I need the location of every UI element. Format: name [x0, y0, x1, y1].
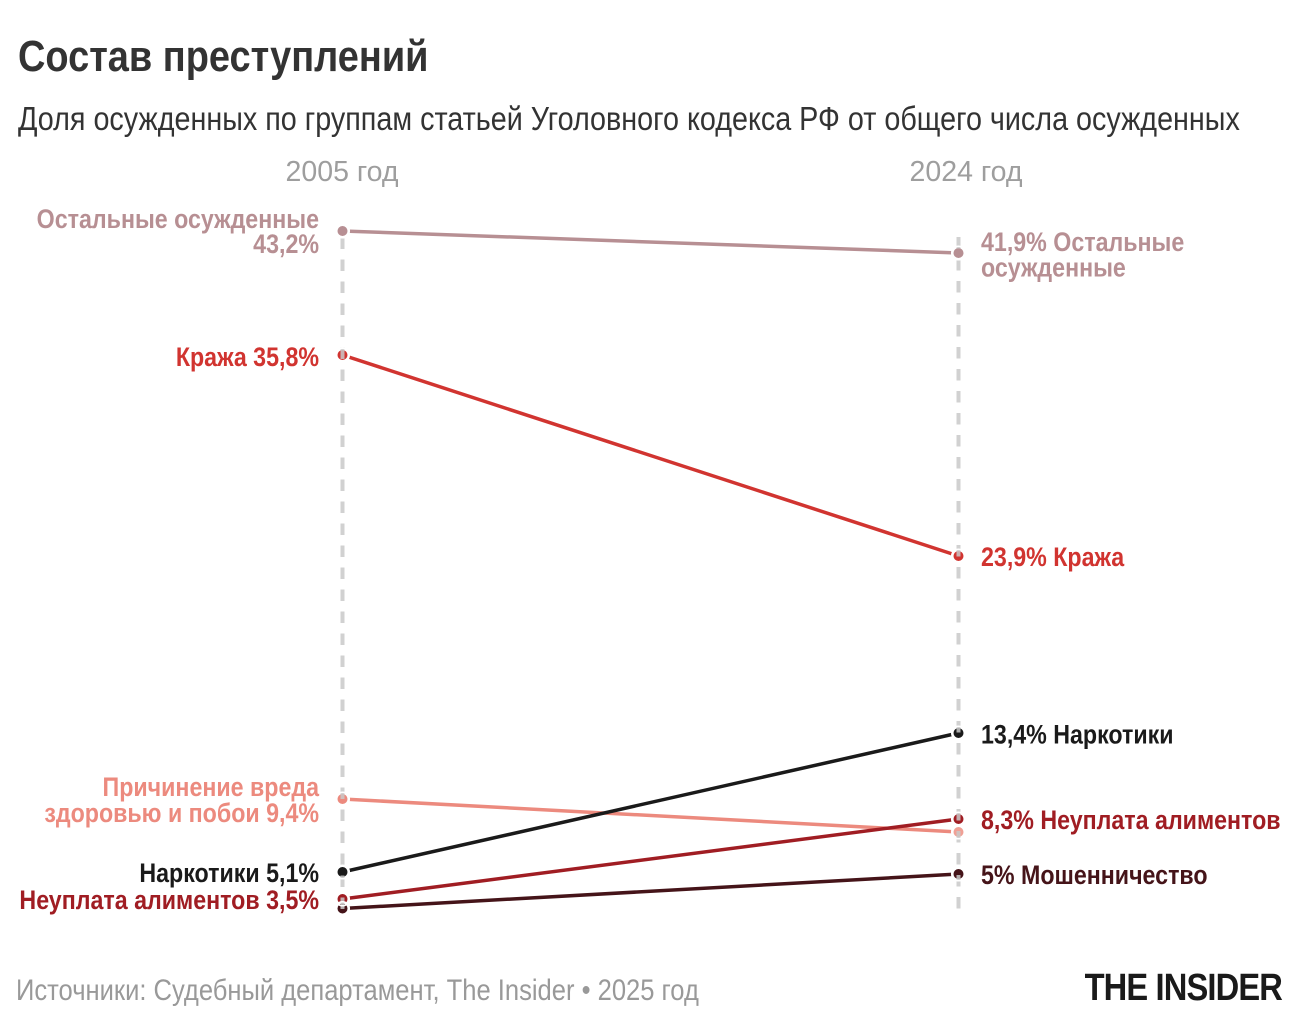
svg-text:Источники: Судебный департамен: Источники: Судебный департамент, The Ins… — [16, 973, 699, 1006]
svg-text:Остальные осужденные: Остальные осужденные — [37, 204, 319, 234]
svg-text:Наркотики 5,1%: Наркотики 5,1% — [139, 858, 319, 888]
svg-text:Кража 35,8%: Кража 35,8% — [176, 342, 319, 372]
svg-text:2024 год: 2024 год — [910, 156, 1023, 188]
svg-text:THE INSIDER: THE INSIDER — [1085, 966, 1283, 1009]
svg-text:здоровью и побои 9,4%: здоровью и побои 9,4% — [44, 798, 319, 828]
svg-text:Причинение вреда: Причинение вреда — [103, 772, 320, 802]
svg-text:5% Мошенничество: 5% Мошенничество — [981, 860, 1208, 890]
svg-text:43,2%: 43,2% — [253, 229, 319, 259]
svg-text:осужденные: осужденные — [981, 253, 1126, 283]
svg-text:41,9% Остальные: 41,9% Остальные — [981, 227, 1184, 257]
svg-text:Доля осужденных по группам ста: Доля осужденных по группам статьей Уголо… — [18, 100, 1240, 137]
svg-text:13,4% Наркотики: 13,4% Наркотики — [981, 720, 1174, 750]
svg-text:8,3% Неуплата алиментов: 8,3% Неуплата алиментов — [981, 805, 1281, 835]
svg-text:23,9% Кража: 23,9% Кража — [981, 542, 1125, 572]
svg-text:2005 год: 2005 год — [286, 156, 399, 188]
svg-text:Состав преступлений: Состав преступлений — [18, 31, 428, 80]
svg-text:Неуплата алиментов 3,5%: Неуплата алиментов 3,5% — [19, 885, 319, 915]
